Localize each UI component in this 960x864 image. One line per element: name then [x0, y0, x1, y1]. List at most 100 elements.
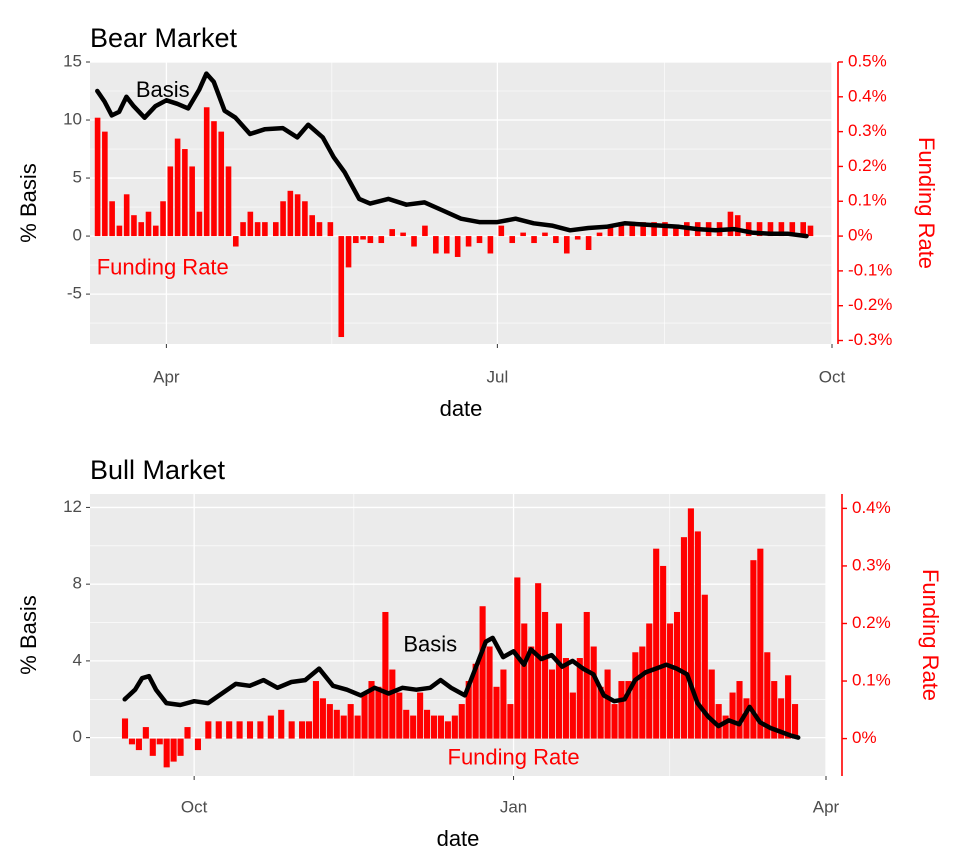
funding-rate-bar — [102, 131, 108, 237]
funding-rate-bar — [424, 709, 431, 739]
y-tick-label: 8 — [73, 574, 82, 593]
funding-rate-bar — [142, 727, 149, 739]
funding-rate-bar — [215, 721, 222, 739]
basis-annotation: Basis — [136, 77, 190, 102]
x-axis-label: date — [440, 396, 483, 421]
funding-rate-bar — [135, 738, 142, 751]
funding-rate-bar — [182, 149, 188, 237]
chart-title: Bear Market — [90, 23, 238, 53]
funding-rate-bar — [128, 738, 136, 745]
funding-rate-bar — [189, 166, 195, 237]
funding-rate-bar — [458, 704, 465, 739]
funding-rate-bar — [240, 222, 246, 237]
funding-rate-bar — [138, 222, 145, 237]
funding-rate-bar — [653, 548, 660, 739]
x-tick-label: Oct — [181, 797, 208, 816]
funding-rate-bar — [629, 222, 636, 237]
funding-rate-bar — [745, 222, 752, 237]
funding-rate-bar — [640, 222, 646, 237]
funding-rate-annotation: Funding Rate — [97, 254, 229, 279]
x-axis-label: date — [437, 826, 480, 851]
funding-rate-bar — [673, 611, 681, 739]
funding-rate-bar — [590, 646, 597, 739]
y-tick-label: 0 — [73, 226, 82, 245]
funding-rate-bar — [789, 222, 796, 237]
funding-rate-bar — [236, 721, 243, 739]
funding-rate-bar — [604, 669, 611, 739]
funding-rate-bar — [196, 211, 203, 237]
y2-tick-label: -0.2% — [848, 295, 892, 314]
funding-rate-bar — [472, 663, 479, 739]
funding-rate-bar — [338, 236, 345, 338]
y-tick-label: 5 — [73, 168, 82, 187]
funding-rate-bar — [574, 236, 581, 240]
funding-rate-bar — [360, 236, 366, 240]
funding-rate-bar — [225, 166, 232, 237]
y2-axis-label: Funding Rate — [918, 569, 943, 701]
y2-tick-label: 0.2% — [852, 613, 891, 632]
funding-rate-bar — [548, 669, 556, 739]
funding-rate-bar — [618, 681, 625, 739]
funding-rate-bar — [123, 194, 130, 237]
funding-rate-bar — [729, 692, 736, 739]
funding-rate-bar — [736, 681, 743, 739]
funding-rate-bar — [226, 721, 233, 739]
funding-rate-bar — [400, 232, 406, 237]
funding-rate-bar — [121, 718, 129, 739]
funding-rate-bar — [116, 225, 123, 237]
funding-rate-bar — [486, 646, 493, 739]
funding-rate-bar — [778, 698, 785, 739]
y2-tick-label: 0.2% — [848, 156, 887, 175]
plot-background — [90, 62, 832, 344]
funding-rate-bar — [354, 715, 361, 739]
funding-rate-bar — [378, 236, 385, 244]
funding-rate-bar — [353, 236, 359, 244]
plot-background — [90, 494, 826, 776]
y-tick-label: 0 — [73, 727, 82, 746]
funding-rate-bar — [184, 727, 191, 739]
funding-rate-bar — [800, 222, 807, 237]
y-axis-label: % Basis — [16, 163, 41, 242]
funding-rate-bar — [410, 715, 417, 739]
funding-rate-bar — [417, 692, 424, 739]
y-tick-label: 12 — [63, 497, 82, 516]
funding-rate-bar — [498, 225, 505, 237]
funding-rate-bar — [411, 236, 417, 247]
funding-rate-bar — [319, 698, 326, 739]
funding-rate-bar — [433, 236, 439, 254]
funding-rate-bar — [715, 704, 722, 739]
funding-rate-bar — [109, 201, 115, 237]
funding-rate-bar — [542, 611, 549, 739]
funding-rate-bar — [149, 738, 156, 756]
funding-rate-bar — [316, 222, 323, 237]
funding-rate-bar — [531, 236, 537, 244]
funding-rate-bar — [785, 675, 792, 739]
funding-rate-bar — [680, 537, 688, 739]
chart-panel-bear: Basis Funding Rate -5 0 5 10 15 Apr Jul Oct-0.3% -… — [16, 23, 939, 421]
funding-rate-bar — [170, 738, 177, 762]
funding-rate-bar — [639, 646, 646, 739]
funding-rate-bar — [382, 611, 389, 739]
y2-tick-label: 0.3% — [848, 121, 887, 140]
funding-rate-bar — [750, 560, 757, 739]
funding-rate-bar — [607, 225, 614, 237]
funding-rate-bar — [389, 229, 395, 237]
funding-rate-bar — [476, 236, 483, 244]
y2-tick-label: -0.1% — [848, 260, 892, 279]
funding-rate-bar — [160, 201, 166, 237]
funding-rate-bar — [520, 232, 526, 237]
x-tick-label: Oct — [819, 367, 846, 386]
funding-rate-bar — [294, 194, 301, 237]
funding-rate-bar — [368, 681, 375, 739]
funding-rate-bar — [156, 738, 163, 745]
y-tick-label: -5 — [67, 284, 82, 303]
funding-rate-bar — [509, 236, 516, 244]
funding-rate-bar — [273, 222, 279, 237]
funding-rate-bar — [205, 721, 212, 739]
funding-rate-bar — [247, 211, 254, 237]
funding-rate-bar — [632, 652, 639, 739]
funding-rate-bar — [535, 583, 542, 739]
funding-rate-bar — [211, 121, 217, 237]
basis-line — [95, 71, 809, 239]
x-tick-label: Jul — [487, 367, 509, 386]
